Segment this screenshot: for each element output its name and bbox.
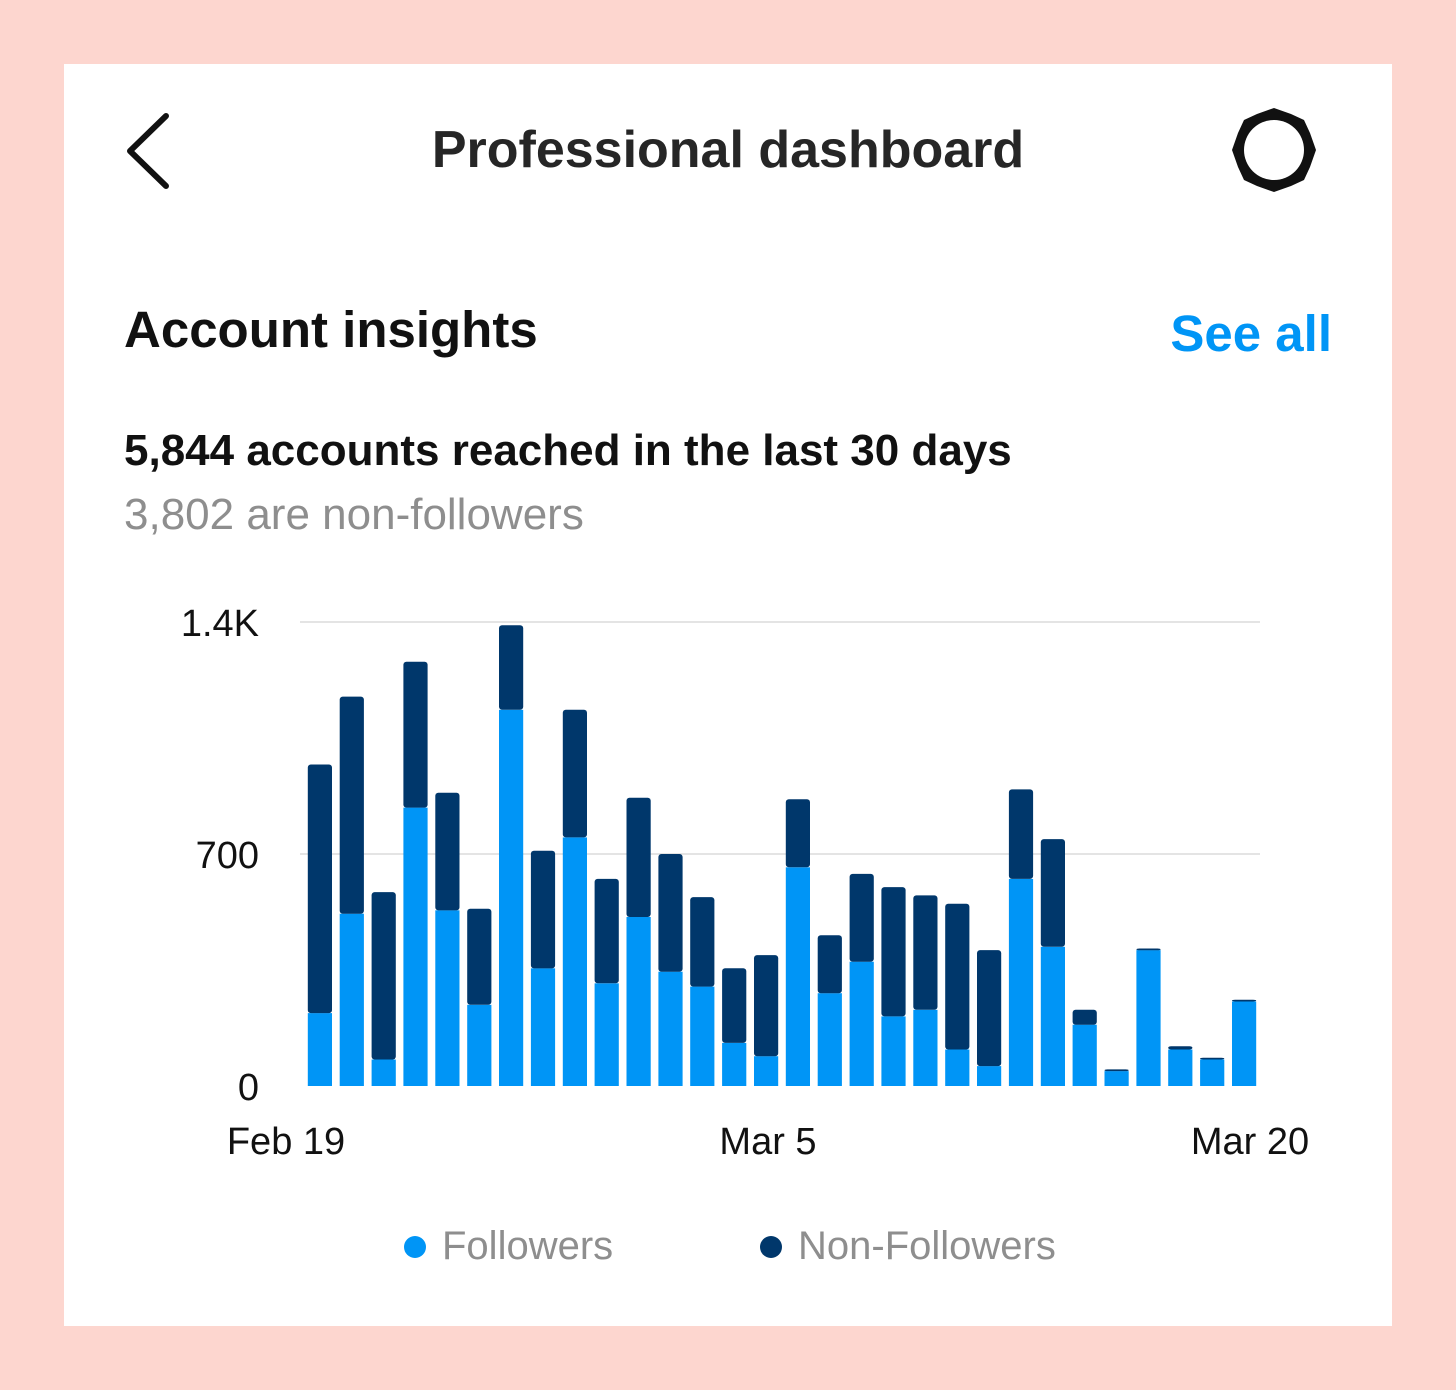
bar-followers: [722, 1042, 747, 1086]
bar-non-followers: [562, 709, 587, 838]
bar-followers: [1168, 1049, 1193, 1086]
bar-followers: [1072, 1024, 1097, 1086]
bar-non-followers: [754, 955, 779, 1057]
bar-non-followers: [371, 892, 396, 1060]
y-tick-label: 1.4K: [181, 603, 259, 645]
bar-non-followers: [339, 696, 364, 914]
bar-non-followers: [658, 854, 683, 972]
bar-followers: [403, 807, 428, 1086]
bar-non-followers: [1040, 839, 1065, 947]
bar-non-followers: [403, 661, 428, 808]
x-tick-label: Feb 19: [227, 1121, 345, 1163]
bar-followers: [562, 837, 587, 1086]
bar-non-followers: [817, 935, 842, 994]
bar-non-followers: [690, 897, 715, 987]
bar-followers: [1008, 878, 1034, 1086]
bar-non-followers: [1136, 948, 1161, 951]
bar-non-followers: [1008, 789, 1034, 879]
bar-non-followers: [307, 764, 332, 1014]
bar-non-followers: [594, 878, 619, 984]
bar-non-followers: [1104, 1069, 1129, 1072]
non-followers-text: 3,802 are non-followers: [124, 490, 584, 539]
bar-followers: [658, 971, 683, 1086]
x-tick-label: Mar 5: [719, 1121, 816, 1163]
bar-followers: [690, 986, 715, 1086]
bar-non-followers: [945, 903, 970, 1050]
section-title: Account insights: [124, 301, 538, 358]
grid-lines: [300, 621, 1260, 855]
bar-followers: [945, 1049, 970, 1086]
bar-non-followers: [1200, 1057, 1225, 1060]
bar-followers: [849, 961, 874, 1086]
x-axis-ticks: Feb 19 Mar 5 Mar 20: [227, 1121, 1309, 1163]
bar-followers: [1232, 1001, 1257, 1086]
legend-item-non-followers: Non-Followers: [760, 1224, 1056, 1269]
bar-followers: [881, 1016, 906, 1086]
chevron-left-icon: [127, 113, 169, 189]
bar-non-followers: [849, 873, 874, 962]
settings-button[interactable]: [1226, 102, 1322, 198]
bar-followers: [499, 709, 524, 1086]
legend-label-non-followers: Non-Followers: [798, 1224, 1056, 1268]
bar-non-followers: [499, 625, 524, 710]
x-tick-label: Mar 20: [1191, 1121, 1309, 1163]
bar-non-followers: [722, 968, 747, 1043]
bar-followers: [339, 913, 364, 1086]
bar-followers: [1040, 946, 1065, 1086]
bar-followers: [1200, 1059, 1225, 1086]
bar-followers: [626, 917, 651, 1086]
bar-non-followers: [1072, 1009, 1097, 1025]
bar-followers: [1104, 1071, 1129, 1086]
bar-non-followers: [1232, 999, 1257, 1002]
bar-non-followers: [977, 950, 1002, 1067]
bar-non-followers: [467, 908, 492, 1005]
chart-legend: Followers Non-Followers: [64, 1224, 1392, 1274]
bar-followers: [371, 1059, 396, 1086]
bar-non-followers: [530, 850, 556, 969]
bar-followers: [754, 1056, 779, 1086]
bar-followers: [435, 910, 460, 1086]
bars: [307, 625, 1257, 1086]
y-axis-ticks: 0 700 1.4K: [181, 603, 259, 1109]
legend-label-followers: Followers: [442, 1224, 614, 1268]
bar-followers: [785, 867, 810, 1086]
bar-followers: [977, 1066, 1002, 1086]
y-tick-label: 700: [196, 835, 259, 877]
bar-non-followers: [785, 799, 810, 868]
legend-item-followers: Followers: [404, 1224, 613, 1269]
bar-followers: [467, 1004, 492, 1086]
dashboard-card: Professional dashboard Account insights …: [64, 64, 1392, 1326]
accounts-reached-text: 5,844 accounts reached in the last 30 da…: [124, 426, 1012, 475]
reach-bar-chart: 0 700 1.4K Feb 19 Mar 5 Mar 20: [181, 603, 1309, 1163]
followers-dot-icon: [404, 1235, 426, 1258]
bar-followers: [1136, 950, 1161, 1086]
bar-followers: [913, 1009, 938, 1086]
bar-followers: [530, 968, 556, 1086]
gear-icon: [1232, 108, 1316, 192]
bar-non-followers: [626, 797, 651, 917]
bar-non-followers: [1168, 1046, 1193, 1050]
bar-followers: [817, 993, 842, 1086]
non-followers-dot-icon: [760, 1235, 782, 1258]
see-all-link[interactable]: See all: [1170, 305, 1332, 362]
bar-followers: [594, 983, 619, 1086]
page-title: Professional dashboard: [431, 121, 1025, 179]
bar-non-followers: [435, 792, 460, 911]
back-button[interactable]: [120, 104, 192, 194]
bar-followers: [307, 1013, 332, 1086]
bar-non-followers: [881, 887, 906, 1017]
bar-non-followers: [913, 895, 938, 1010]
y-tick-label: 0: [238, 1067, 259, 1109]
